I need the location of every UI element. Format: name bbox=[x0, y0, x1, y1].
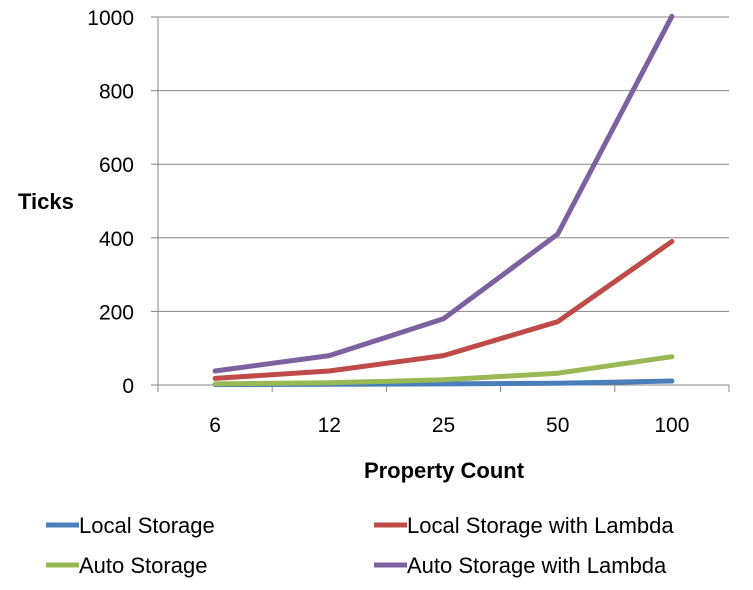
series-line-auto-storage-with-lambda bbox=[212, 13, 675, 374]
legend-item-local-storage-with-lambda: Local Storage with Lambda bbox=[374, 513, 674, 538]
y-tick-label: 400 bbox=[99, 228, 134, 251]
legend-item-auto-storage: Auto Storage bbox=[46, 553, 207, 578]
x-tick-label: 50 bbox=[546, 414, 569, 437]
legend-label-local-storage: Local Storage bbox=[79, 513, 215, 538]
x-axis-title: Property Count bbox=[364, 458, 525, 483]
legend-item-local-storage: Local Storage bbox=[46, 513, 215, 538]
x-tick-label: 6 bbox=[209, 414, 221, 437]
x-tick-label: 12 bbox=[318, 414, 341, 437]
y-tick-labels: 0 200 400 600 800 1000 bbox=[87, 7, 134, 398]
legend-label-auto-storage-with-lambda: Auto Storage with Lambda bbox=[407, 553, 667, 578]
x-tick-labels: 6 12 25 50 100 bbox=[209, 414, 689, 437]
legend: Local Storage Local Storage with Lambda … bbox=[46, 513, 674, 578]
x-tick-label: 100 bbox=[654, 414, 689, 437]
legend-label-local-storage-with-lambda: Local Storage with Lambda bbox=[407, 513, 674, 538]
y-tick-label: 800 bbox=[99, 81, 134, 104]
y-tick-label: 600 bbox=[99, 154, 134, 177]
series-lines bbox=[212, 13, 675, 388]
y-tick-label: 1000 bbox=[87, 7, 134, 30]
y-axis-title: Ticks bbox=[18, 189, 74, 214]
gridlines bbox=[158, 16, 729, 312]
x-tick-label: 25 bbox=[432, 414, 455, 437]
y-tick-label: 200 bbox=[99, 301, 134, 324]
series-line-local-storage-with-lambda bbox=[212, 239, 675, 381]
legend-label-auto-storage: Auto Storage bbox=[79, 553, 207, 578]
legend-item-auto-storage-with-lambda: Auto Storage with Lambda bbox=[374, 553, 667, 578]
y-tick-label: 0 bbox=[122, 375, 134, 398]
series-line-auto-storage bbox=[212, 354, 675, 387]
